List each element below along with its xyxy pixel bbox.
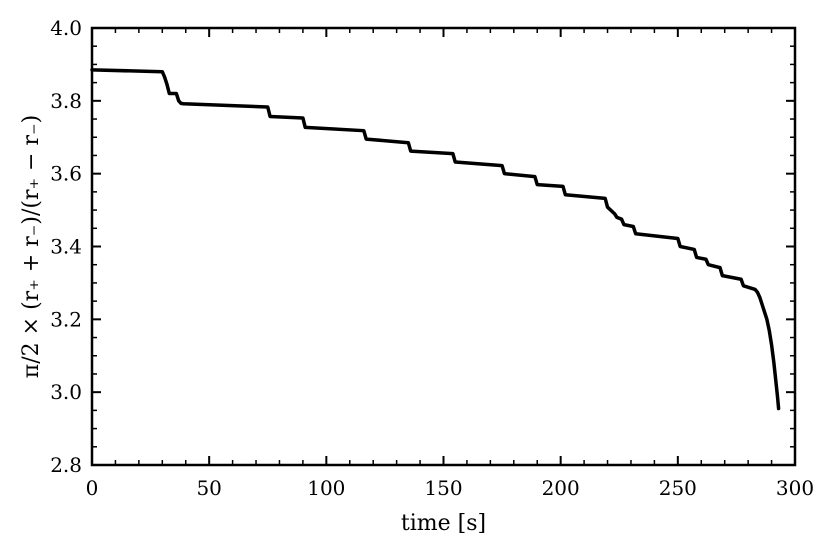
y-tick-label: 3.4 <box>50 235 82 259</box>
x-tick-label: 300 <box>776 476 814 500</box>
plot-marks <box>90 68 781 411</box>
x-tick-label: 100 <box>307 476 345 500</box>
x-tick-label: 250 <box>659 476 697 500</box>
y-axis-label: π/2 × (r₊ + r₋)/(r₊ − r₋) <box>19 115 44 378</box>
x-tick-label: 150 <box>424 476 462 500</box>
y-tick-label: 3.6 <box>50 162 82 186</box>
series-line <box>90 68 781 411</box>
x-tick-label: 0 <box>86 476 99 500</box>
x-tick-label: 50 <box>196 476 221 500</box>
y-tick-label: 3.2 <box>50 307 82 331</box>
plot-frame <box>90 26 797 467</box>
y-tick-label: 3.0 <box>50 380 82 404</box>
x-tick-label: 200 <box>542 476 580 500</box>
y-tick-label: 3.8 <box>50 89 82 113</box>
y-tick-label: 2.8 <box>50 453 82 477</box>
y-tick-label: 4.0 <box>50 16 82 40</box>
x-axis-label: time [s] <box>401 511 486 536</box>
